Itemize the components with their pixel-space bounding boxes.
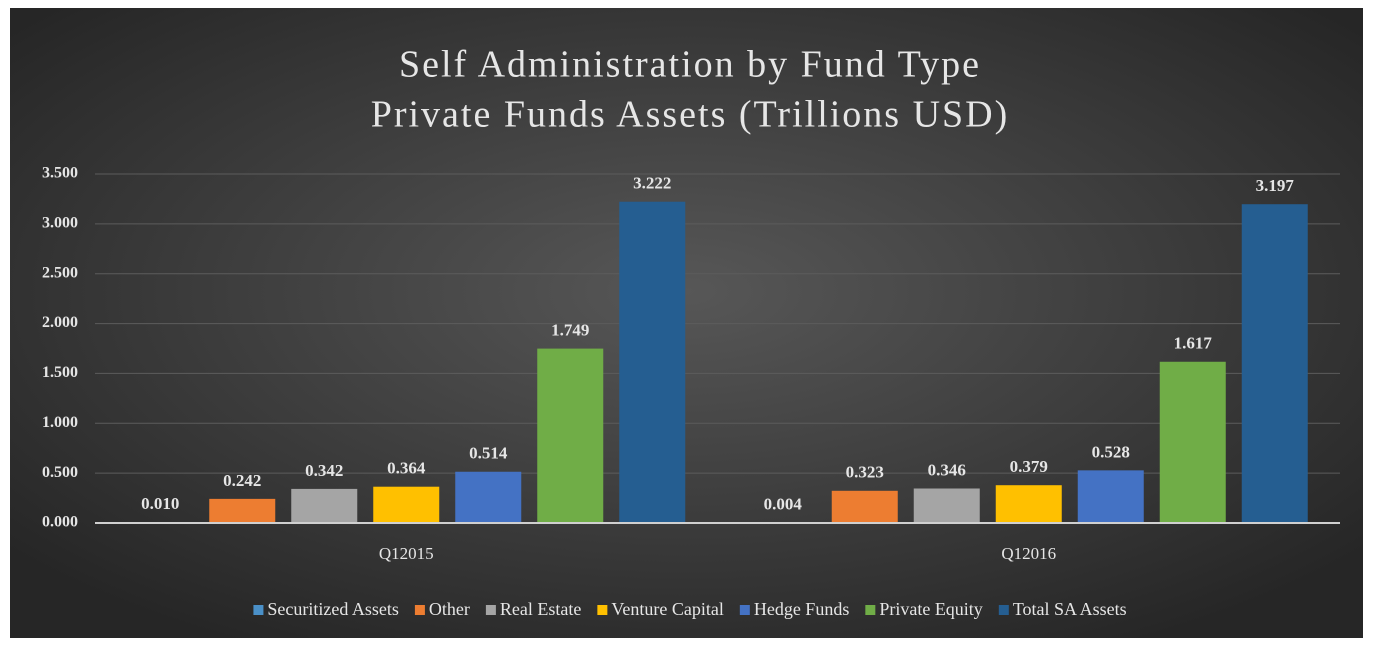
bar [373,486,440,523]
data-label: 1.749 [551,321,589,340]
y-tick-label: 2.500 [42,264,78,281]
y-tick-label: 3.500 [42,165,78,182]
bar [455,471,522,523]
data-label: 0.364 [387,459,426,478]
x-tick-label: Q12015 [379,544,434,563]
data-label: 1.617 [1174,334,1213,353]
legend-label: Securitized Assets [267,599,398,619]
data-label: 3.197 [1256,176,1295,195]
legend-label: Real Estate [500,599,581,619]
bar [831,490,898,523]
legend-swatch [998,605,1009,615]
legend-swatch [865,605,876,615]
bar [1241,204,1308,523]
y-tick-label: 2.000 [42,314,78,331]
data-label: 0.342 [305,461,343,480]
legend-label: Venture Capital [611,599,723,619]
y-tick-label: 1.000 [42,414,78,431]
data-label: 0.323 [846,463,884,482]
data-label: 3.222 [633,174,671,193]
data-label: 0.010 [141,494,179,513]
legend-swatch [253,605,264,615]
data-label: 0.528 [1092,442,1130,461]
bar [537,348,604,523]
legend-label: Hedge Funds [754,599,850,619]
data-label: 0.514 [469,444,508,463]
bar [619,201,686,523]
legend-label: Private Equity [879,599,982,619]
bar [995,485,1062,523]
chart-title: Self Administration by Fund Type [399,44,981,86]
y-tick-label: 1.500 [42,364,78,381]
x-tick-label: Q12016 [1001,544,1056,563]
y-tick-label: 0.000 [42,514,78,531]
bar [1159,361,1226,523]
y-tick-label: 0.500 [42,464,78,481]
legend-swatch [739,605,750,615]
chart-background [10,8,1363,638]
y-tick-label: 3.000 [42,215,78,232]
chart-subtitle: Private Funds Assets (Trillions USD) [371,94,1010,136]
bar [913,488,980,523]
data-label: 0.004 [764,495,803,514]
data-label: 0.379 [1010,457,1048,476]
bar [291,488,358,523]
legend-swatch [597,605,608,615]
legend-swatch [485,605,496,615]
data-label: 0.242 [223,471,261,490]
legend-label: Other [429,599,470,619]
bar [1077,470,1144,523]
legend-label: Total SA Assets [1013,599,1127,619]
legend-swatch [414,605,425,615]
data-label: 0.346 [928,460,966,479]
bar [209,498,276,523]
